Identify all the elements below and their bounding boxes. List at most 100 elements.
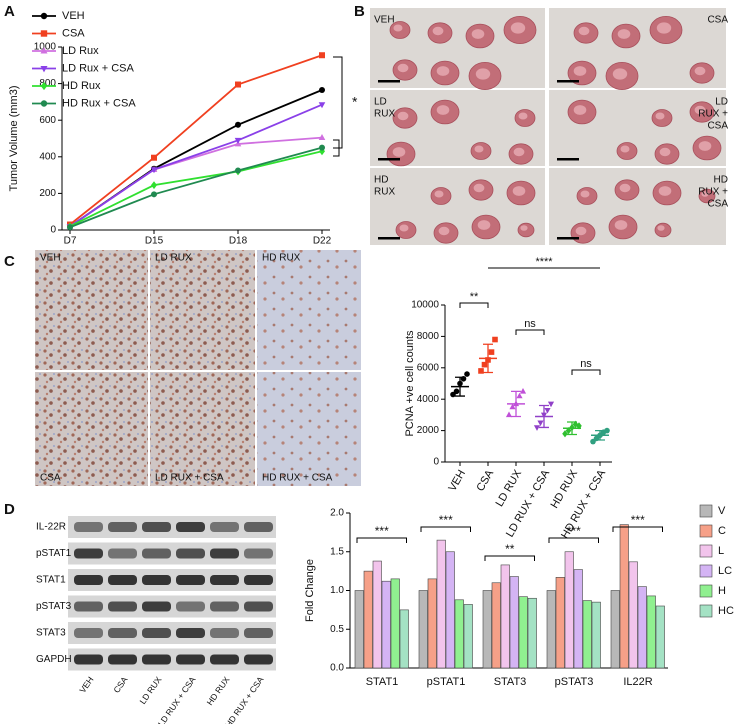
bar <box>637 586 647 669</box>
bar <box>573 569 583 669</box>
y-tick-label: 800 <box>39 78 56 89</box>
error-bar <box>483 343 493 374</box>
point <box>505 411 513 418</box>
point <box>319 144 325 151</box>
point <box>533 425 541 431</box>
blot-strip <box>68 516 276 538</box>
blot-row-label: pSTAT3 <box>36 601 72 612</box>
x-tick-label: pSTAT1 <box>427 676 466 688</box>
tumor-highlight <box>436 105 450 115</box>
blot-band <box>244 575 273 585</box>
blot-strip <box>68 622 276 644</box>
blot-band <box>74 575 103 585</box>
tumor-highlight <box>655 112 665 120</box>
photo-label: RUX + <box>698 187 728 198</box>
blot-band <box>210 628 239 638</box>
point <box>318 102 326 109</box>
bar <box>427 578 437 669</box>
tumor-highlight <box>510 22 526 34</box>
blot-band <box>142 548 171 559</box>
error-bar <box>595 429 605 441</box>
legend-marker <box>40 65 48 73</box>
bar <box>619 524 629 669</box>
histology-label: VEH <box>40 253 61 264</box>
bar <box>527 597 537 669</box>
tumor-highlight <box>473 183 485 193</box>
bracket <box>515 329 545 335</box>
x-tick-label: STAT1 <box>366 676 399 688</box>
bar <box>463 604 473 669</box>
tumor-highlight <box>578 26 590 36</box>
legend-label: HD Rux <box>62 80 101 92</box>
tumor-highlight <box>659 147 671 157</box>
x-tick-label: CSA <box>474 467 496 493</box>
photo-label: CSA <box>707 199 728 210</box>
legend-label: LD Rux + CSA <box>62 62 134 74</box>
point <box>235 121 241 128</box>
blot-band <box>142 601 171 612</box>
legend-label: H <box>718 585 726 597</box>
point <box>464 371 470 377</box>
bar <box>399 609 409 669</box>
point <box>151 191 157 198</box>
legend-marker <box>40 81 48 91</box>
point <box>604 427 610 434</box>
blot-band <box>244 522 273 532</box>
tumor-highlight <box>620 145 630 153</box>
legend-marker <box>40 47 48 54</box>
point <box>519 387 527 394</box>
y-tick-label: 2000 <box>417 425 440 436</box>
annotation: *** <box>567 524 581 538</box>
blot-row-label: STAT1 <box>36 575 66 586</box>
photo-label: HD <box>374 175 388 186</box>
bracket <box>333 56 343 149</box>
photo-label: HD <box>714 175 728 186</box>
blot-strip <box>68 569 276 591</box>
blot-band <box>142 575 171 585</box>
tumor-highlight <box>575 226 587 236</box>
blot-row-label: STAT3 <box>36 628 66 639</box>
photo-label: RUX + <box>698 109 728 120</box>
y-tick-label: 10000 <box>411 300 439 311</box>
blot-band <box>210 601 239 612</box>
point <box>319 87 325 94</box>
blot-band <box>244 628 273 638</box>
point <box>544 407 551 414</box>
tumor-highlight <box>619 183 631 193</box>
point <box>478 368 484 374</box>
blot-band <box>108 654 137 665</box>
legend-label: VEH <box>62 10 85 22</box>
blot-band <box>108 522 137 532</box>
photo-label: LD <box>374 97 387 108</box>
legend-swatch <box>699 584 713 598</box>
tumor-highlight <box>513 147 525 157</box>
bar <box>509 576 519 669</box>
bar <box>454 599 464 669</box>
tumor-highlight <box>518 112 528 120</box>
bar <box>564 551 574 669</box>
x-tick-label: pSTAT3 <box>555 676 594 688</box>
bar <box>418 590 428 669</box>
bar <box>610 590 620 669</box>
bar <box>390 578 400 669</box>
x-tick-label: D15 <box>145 236 164 247</box>
series-line <box>69 146 323 229</box>
point <box>547 401 555 408</box>
series-line <box>69 54 323 226</box>
y-tick-label: 8000 <box>417 331 440 342</box>
tumor-highlight <box>520 225 528 231</box>
y-tick-label: 200 <box>39 188 56 199</box>
bar <box>354 590 364 669</box>
blot-strip <box>68 595 276 618</box>
error-bar <box>539 404 549 429</box>
tumor-highlight <box>617 29 631 39</box>
blot-band <box>74 654 103 665</box>
annotation: **** <box>535 256 553 268</box>
blot-band <box>176 548 205 559</box>
tumor-highlight <box>698 141 712 151</box>
blot-band <box>74 628 103 638</box>
blot-strip <box>68 648 276 671</box>
point <box>562 430 568 438</box>
tumor-highlight <box>399 224 409 232</box>
legend-label: LD Rux <box>62 45 99 57</box>
